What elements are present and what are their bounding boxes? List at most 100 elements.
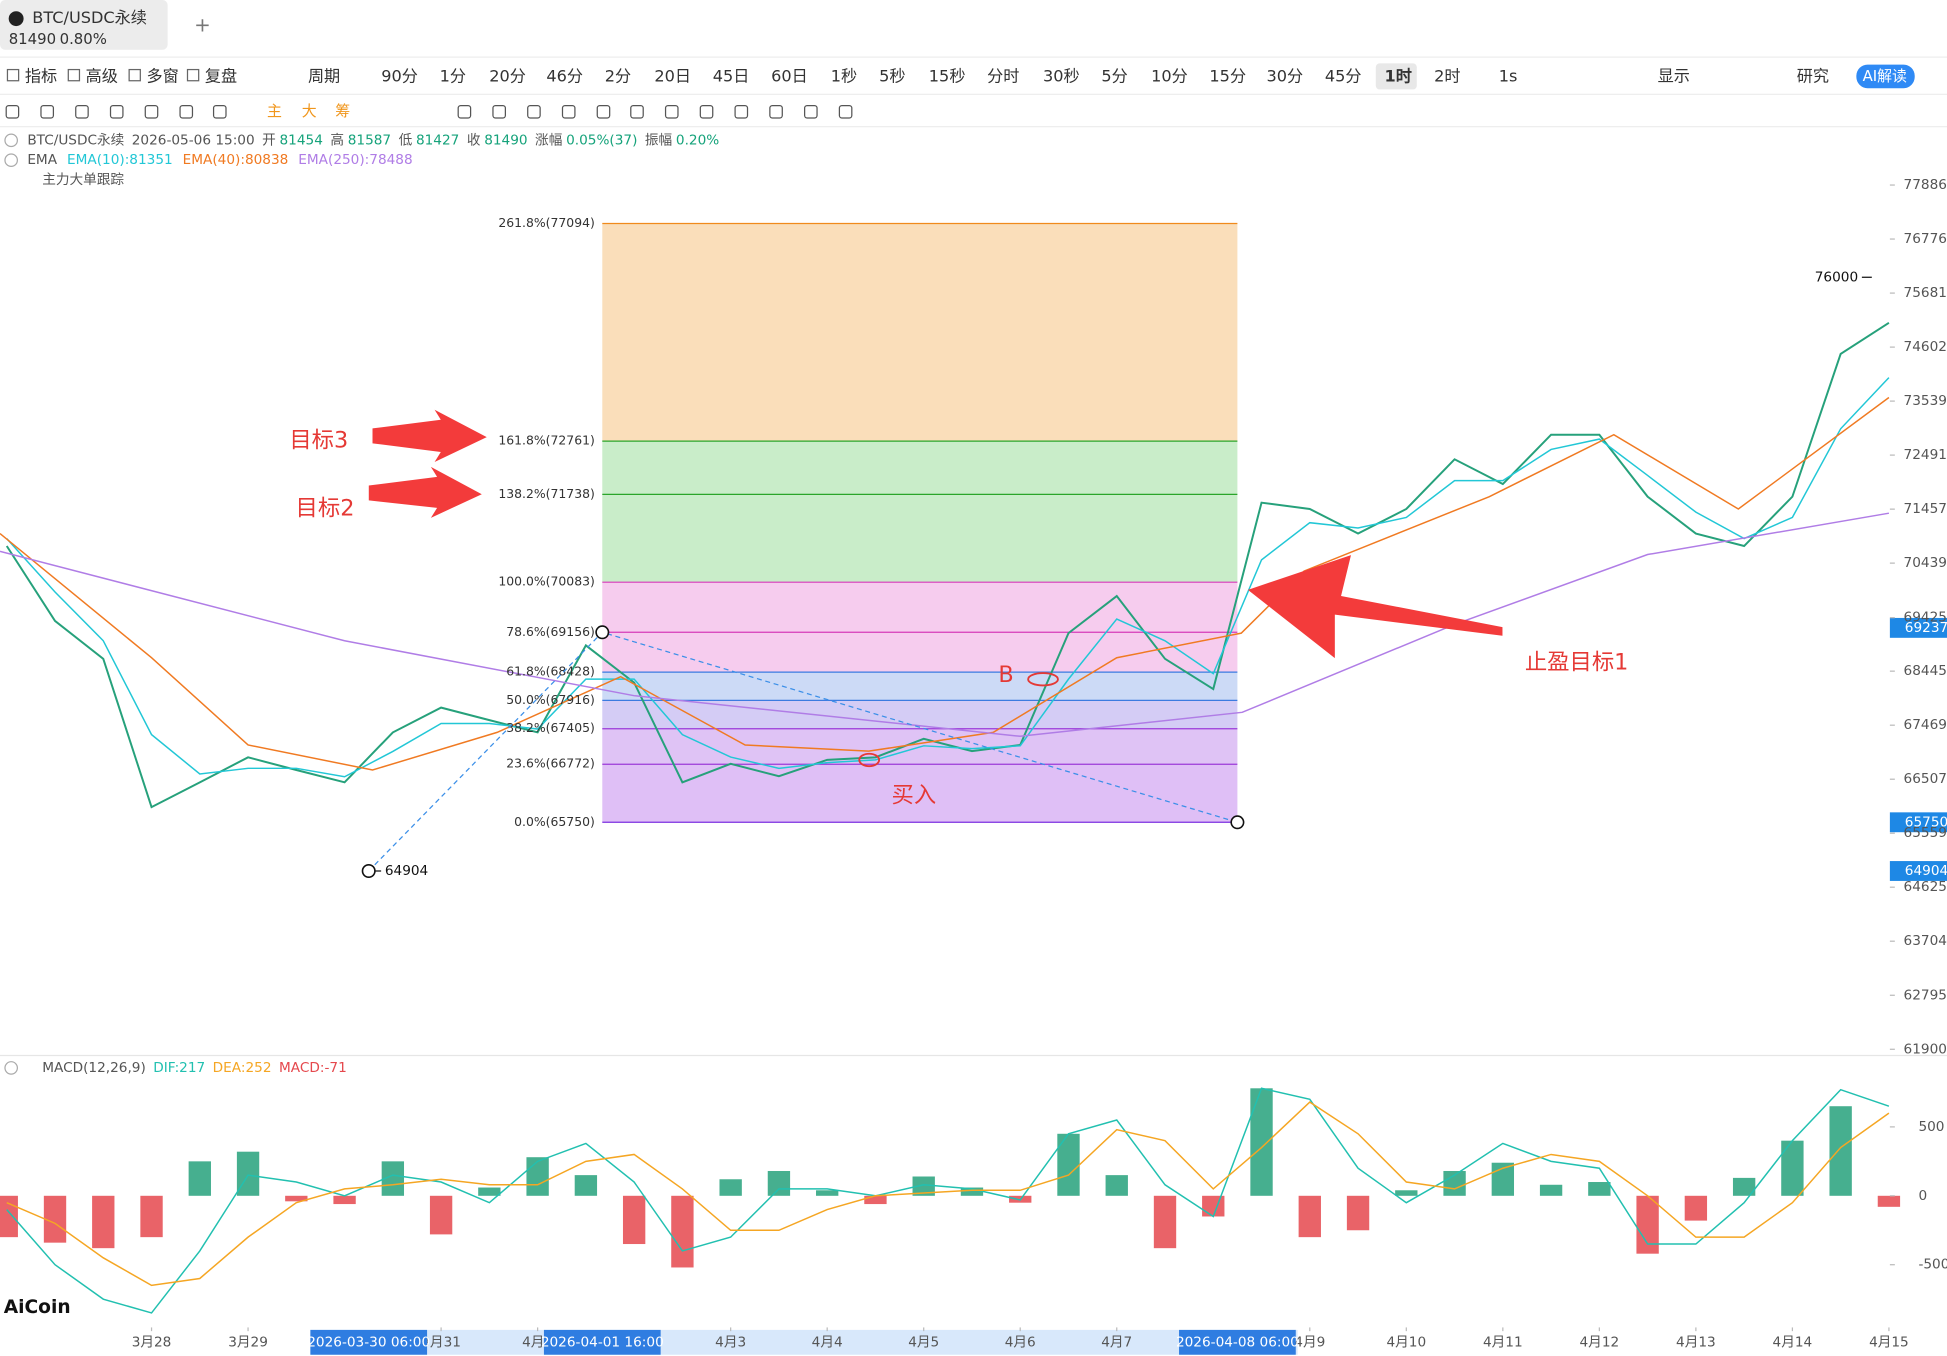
toolbar-item[interactable]: 1秒 [831, 67, 857, 86]
x-tick-label: 4月14 [1773, 1334, 1813, 1350]
info-field: BTC/USDC永续 [27, 132, 124, 148]
draw-icon[interactable] [457, 104, 472, 119]
draw-icon[interactable] [75, 104, 89, 119]
collapse-icon[interactable] [4, 1061, 19, 1075]
draw-tool[interactable]: 大 [302, 102, 317, 120]
tab-change: 0.80% [60, 30, 107, 48]
time-highlight-label: 2026-04-08 06:00 [1176, 1334, 1299, 1350]
fib-band [602, 764, 1238, 823]
draw-icon[interactable] [40, 104, 55, 119]
toolbar-item[interactable]: 46分 [546, 67, 583, 86]
y-tick-label: 71457 [1904, 501, 1947, 517]
macd-bar [236, 1151, 260, 1196]
toolbar-item[interactable]: AI解读 [1863, 67, 1907, 85]
toolbar-icon [128, 68, 141, 82]
toolbar-item[interactable]: 研究 [1797, 67, 1829, 86]
toolbar-item[interactable]: 复盘 [205, 67, 237, 86]
fib-label: 61.8%(68428) [506, 664, 595, 679]
macd-bar [1153, 1195, 1177, 1249]
toolbar-item[interactable]: 高级 [86, 67, 118, 86]
draw-icon[interactable] [699, 104, 714, 119]
draw-icon[interactable] [630, 104, 644, 119]
toolbar-item[interactable]: 1分 [440, 67, 466, 86]
price-tag [1889, 861, 1947, 881]
toolbar-item[interactable]: 30分 [1267, 67, 1304, 86]
toolbar-item[interactable]: 指标 [25, 67, 57, 86]
x-tick-label: 4月5 [908, 1334, 939, 1350]
macd-bar [864, 1195, 887, 1205]
draw-icon[interactable] [144, 104, 159, 119]
draw-icon[interactable] [492, 104, 506, 119]
toolbar-item[interactable]: 90分 [381, 67, 418, 86]
macd-bar [767, 1170, 791, 1196]
toolbar-item[interactable]: 30秒 [1043, 67, 1080, 86]
toolbar-item[interactable]: 2分 [605, 67, 631, 86]
macd-bar [188, 1161, 211, 1196]
draw-icon[interactable] [561, 104, 576, 119]
fib-label: 100.0%(70083) [498, 574, 594, 589]
toolbar-item[interactable]: 45日 [713, 67, 750, 86]
ema-legend: EMA EMA(10):81351 EMA(40):80838 EMA(250):78… [27, 152, 412, 168]
y-tick-label: 67469 [1904, 717, 1947, 733]
draw-icon[interactable] [734, 104, 749, 119]
anchor-point[interactable] [595, 625, 610, 640]
draw-icon[interactable] [212, 104, 227, 119]
fib-layer [602, 222, 1238, 823]
scribble [1027, 672, 1059, 687]
tracker-label: 主力大单跟踪 [42, 172, 124, 188]
macd-bar [140, 1195, 163, 1238]
fib-label: 261.8%(77094) [498, 215, 594, 230]
toolbar-item[interactable]: 5秒 [879, 67, 905, 86]
macd-bar [1539, 1184, 1563, 1196]
overlay-layer: 0.0%(65750) 23.6%(66772) 38.2%(67405) 50.0%… [361, 215, 1947, 881]
legend-entry: DEA:252 [213, 1060, 272, 1076]
symbol-tab[interactable] [0, 0, 168, 50]
x-tick-label: 3月29 [228, 1334, 268, 1350]
draw-icon[interactable] [109, 104, 124, 119]
draw-icon[interactable] [769, 104, 783, 119]
draw-icon[interactable] [804, 104, 818, 119]
macd-bar [1057, 1133, 1080, 1196]
anchor-point[interactable] [1230, 815, 1245, 830]
toolbar-item[interactable]: 10分 [1151, 67, 1188, 86]
macd-bar [1202, 1195, 1225, 1217]
toolbar-item[interactable]: 45分 [1325, 67, 1362, 86]
draw-icon[interactable] [838, 104, 853, 119]
active-tab[interactable] [1375, 63, 1417, 90]
toolbar-item[interactable]: 多窗 [147, 67, 179, 86]
draw-tool[interactable]: 主 [267, 102, 282, 120]
draw-icon[interactable] [596, 104, 611, 119]
toolbar-item[interactable]: 60日 [771, 67, 808, 86]
macd-bar [960, 1187, 984, 1196]
info-field: 低 [399, 132, 413, 148]
toolbar-item[interactable]: 2时 [1434, 67, 1460, 86]
toolbar-item[interactable]: 5分 [1101, 67, 1127, 86]
draw-tool[interactable]: 筹 [335, 102, 350, 120]
tab-symbol: BTC/USDC永续 [32, 8, 147, 27]
add-tab[interactable]: + [194, 14, 211, 37]
y-tick-label: 0 [1918, 1188, 1927, 1204]
y-tick-label: 61900 [1904, 1041, 1947, 1057]
anchor-point[interactable] [361, 863, 376, 879]
draw-icon[interactable] [527, 104, 541, 119]
toolbar-item[interactable]: 显示 [1658, 67, 1690, 86]
toolbar-item[interactable]: 周期 [308, 67, 340, 86]
toolbar-item[interactable]: 15分 [1209, 67, 1246, 86]
draw-icon[interactable] [179, 104, 194, 119]
toolbar-item[interactable]: 20日 [654, 67, 691, 86]
macd-bar [1877, 1195, 1901, 1207]
info-field: 2026-05-06 15:00 [132, 132, 255, 148]
collapse-icon[interactable] [4, 153, 19, 168]
toolbar-item[interactable]: 15秒 [929, 67, 966, 86]
draw-icon[interactable] [664, 104, 679, 119]
toolbar-item[interactable]: 1时 [1385, 67, 1412, 86]
ai-button[interactable] [1856, 64, 1915, 89]
toolbar-icon [6, 68, 20, 82]
macd-bar [574, 1175, 598, 1196]
draw-icon[interactable] [5, 104, 20, 119]
collapse-icon[interactable] [4, 133, 19, 148]
toolbar-item[interactable]: 分时 [987, 67, 1019, 86]
toolbar-item[interactable]: 20分 [489, 67, 526, 86]
toolbar-item[interactable]: 1s [1499, 67, 1518, 86]
